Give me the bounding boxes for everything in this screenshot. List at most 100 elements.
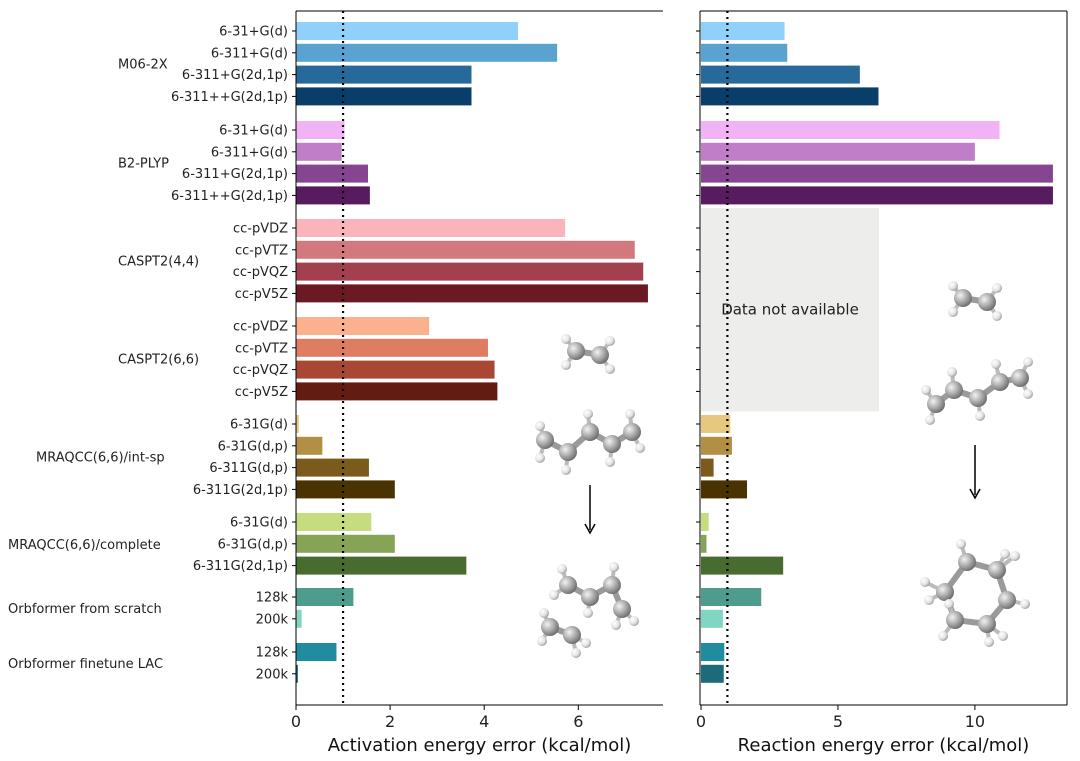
bar-reaction (701, 164, 1053, 183)
bar-reaction (701, 534, 707, 553)
x-tick-label: 2 (385, 712, 395, 731)
y-tick-label: cc-pV5Z (235, 385, 288, 400)
bar-activation (296, 556, 467, 575)
bar-activation (296, 142, 342, 161)
bar-activation (296, 609, 302, 628)
bar-activation (296, 513, 372, 531)
group-label: M06-2X (118, 58, 168, 73)
y-tick-label: 6-311G(d,p) (209, 461, 288, 476)
bar-reaction (701, 513, 709, 531)
bar-reaction (701, 186, 1053, 205)
bar-activation (296, 240, 635, 259)
y-tick-label: 6-311++G(2d,1p) (171, 189, 288, 204)
bar-activation (296, 284, 648, 303)
group-label: MRAQCC(6,6)/int-sp (36, 451, 165, 466)
y-tick-label: 200k (256, 612, 289, 627)
bar-activation (296, 664, 298, 683)
y-tick-label: cc-pVTZ (235, 341, 288, 356)
cyclohexene-molecule-right (920, 539, 1030, 647)
bar-reaction (701, 87, 879, 106)
ethylene-molecule-right (948, 281, 1002, 321)
bar-reaction (701, 436, 732, 455)
y-tick-label: 6-311+G(2d,1p) (182, 68, 288, 83)
bar-reaction (701, 43, 788, 62)
group-label: Orbformer from scratch (8, 602, 162, 617)
bar-reaction (701, 588, 762, 606)
arrow-right (969, 445, 981, 500)
bar-reaction (701, 480, 748, 499)
group-label: CASPT2(4,4) (118, 255, 199, 270)
y-tick-label: 128k (256, 646, 289, 661)
bar-activation (296, 480, 395, 499)
bar-activation (296, 415, 299, 433)
y-tick-label: 6-311+G(d) (211, 145, 288, 160)
y-tick-label: 6-311G(2d,1p) (193, 483, 288, 498)
bar-activation (296, 87, 472, 106)
x-axis-title: Activation energy error (kcal/mol) (328, 735, 632, 756)
y-tick-label: cc-pVDZ (233, 320, 288, 335)
x-tick-label: 5 (833, 712, 843, 731)
bar-activation (296, 317, 430, 335)
transition-state-molecule-left (537, 562, 639, 658)
group-label: B2-PLYP (118, 157, 169, 172)
bar-reaction (701, 65, 860, 84)
bar-reaction (701, 458, 714, 477)
reaction-panel: Data not available 0 5 10 Reaction energy er… (696, 10, 1068, 756)
y-tick-label: 6-311+G(d) (211, 46, 288, 61)
bar-activation (296, 186, 370, 205)
bar-activation (296, 43, 558, 62)
bar-activation (296, 22, 519, 40)
y-tick-label: 6-311+G(2d,1p) (182, 167, 288, 182)
bar-reaction (701, 643, 725, 661)
bar-activation (296, 382, 498, 401)
bar-reaction (701, 556, 784, 575)
bar-activation (296, 588, 354, 606)
x-tick-label: 10 (965, 712, 985, 731)
data-not-available-label: Data not available (721, 301, 859, 319)
y-tick-label: 200k (256, 667, 289, 682)
y-tick-label: cc-pVQZ (233, 265, 288, 280)
bar-activation (296, 360, 495, 379)
y-tick-label: 6-311G(2d,1p) (193, 559, 288, 574)
bar-activation (296, 219, 566, 237)
x-tick-label: 0 (291, 712, 301, 731)
x-tick-label: 6 (573, 712, 583, 731)
y-tick-label: cc-pVTZ (235, 243, 288, 258)
butadiene-molecule-right (921, 357, 1033, 425)
bar-activation (296, 121, 345, 139)
y-tick-label: cc-pVQZ (233, 363, 288, 378)
activation-panel: 6-31+G(d) 6-311+G(d) 6-311+G(2d,1p) 6-311++… (8, 10, 663, 756)
y-tick-label: 6-311++G(2d,1p) (171, 90, 288, 105)
bar-activation (296, 164, 368, 183)
bar-activation (296, 458, 369, 477)
group-label: MRAQCC(6,6)/complete (8, 538, 161, 553)
y-tick-label: 6-31G(d) (230, 418, 288, 433)
y-tick-label: 6-31G(d) (230, 516, 288, 531)
x-axis-title: Reaction energy error (kcal/mol) (738, 735, 1030, 756)
bar-reaction (701, 415, 731, 433)
bar-reaction (701, 142, 975, 161)
group-label: CASPT2(6,6) (118, 353, 199, 368)
bar-activation (296, 643, 337, 661)
bar-activation (296, 65, 472, 84)
bar-reaction (701, 609, 723, 628)
bar-activation (296, 338, 488, 357)
bar-reaction (701, 121, 1000, 139)
y-tick-label: 6-31G(d,p) (218, 537, 288, 552)
data-not-available-region (701, 208, 880, 412)
group-label: Orbformer finetune LAC (8, 657, 163, 672)
y-tick-label: 6-31+G(d) (219, 25, 288, 40)
bar-activation (296, 262, 644, 281)
bar-reaction (701, 22, 785, 40)
y-tick-label: 128k (256, 591, 289, 606)
bar-activation (296, 534, 395, 553)
bar-activation (296, 436, 323, 455)
arrow-left (584, 485, 596, 535)
butadiene-molecule-left (535, 409, 645, 475)
y-tick-label: cc-pV5Z (235, 287, 288, 302)
ethylene-molecule-left (561, 334, 615, 374)
y-tick-label: 6-31+G(d) (219, 124, 288, 139)
x-tick-label: 4 (479, 712, 489, 731)
y-tick-label: 6-31G(d,p) (218, 439, 288, 454)
